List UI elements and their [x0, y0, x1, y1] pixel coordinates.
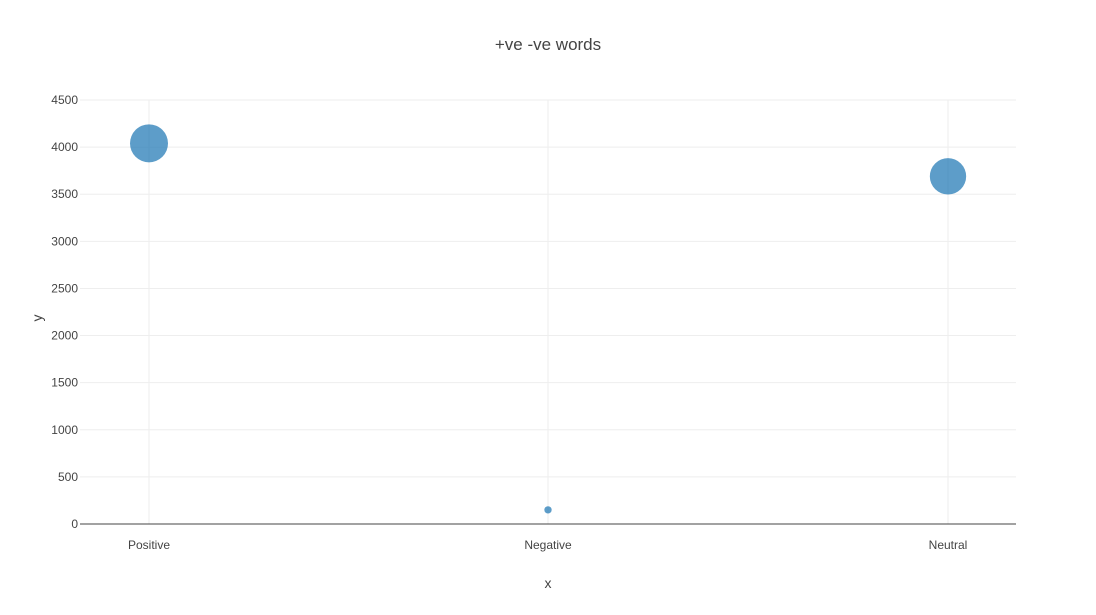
y-tick-label: 2500: [51, 281, 78, 295]
y-tick-label: 1000: [51, 423, 78, 437]
x-tick-label: Neutral: [929, 538, 968, 552]
y-tick-label: 3000: [51, 234, 78, 248]
y-tick-label: 1500: [51, 376, 78, 390]
x-tick-label: Positive: [128, 538, 170, 552]
data-point-negative[interactable]: [544, 506, 552, 514]
x-axis-label: x: [545, 575, 552, 591]
y-tick-label: 4000: [51, 140, 78, 154]
y-tick-labels: 0 500 1000 1500 2000 2500 3000 3500 4000 4500: [51, 93, 78, 531]
data-point-neutral[interactable]: [929, 158, 967, 195]
data-point-positive[interactable]: [130, 124, 168, 163]
y-tick-label: 3500: [51, 187, 78, 201]
y-tick-label: 2000: [51, 329, 78, 343]
y-axis-label: y: [29, 315, 45, 322]
y-tick-label: 4500: [51, 93, 78, 107]
x-tick-label: Negative: [524, 538, 572, 552]
grid-lines: [80, 99, 1016, 524]
chart-title: +ve -ve words: [495, 35, 601, 54]
y-tick-label: 500: [58, 470, 78, 484]
y-tick-label: 0: [71, 517, 78, 531]
data-points: [130, 124, 967, 514]
x-tick-labels: Positive Negative Neutral: [128, 538, 967, 552]
